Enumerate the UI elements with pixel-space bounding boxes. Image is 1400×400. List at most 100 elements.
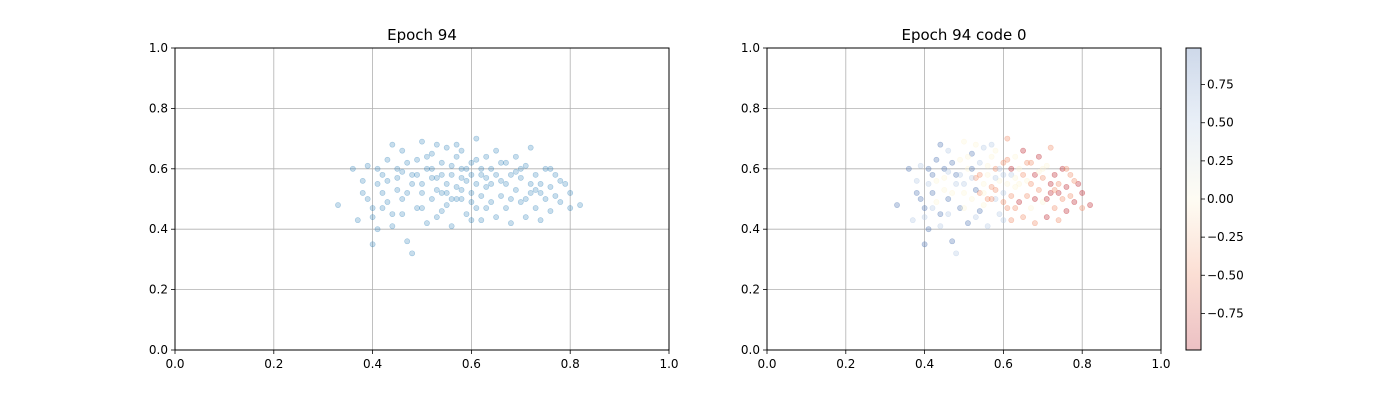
- scatter-point: [953, 171, 960, 178]
- colorbar-gradient: [1185, 47, 1202, 351]
- y-tick-label: 0.0: [741, 343, 760, 357]
- scatter-point: [1059, 196, 1066, 202]
- scatter-point: [933, 156, 940, 163]
- scatter-point: [1020, 214, 1026, 221]
- scatter-point: [980, 202, 987, 208]
- scatter-point: [1043, 162, 1050, 169]
- scatter-point: [925, 165, 932, 172]
- scatter-point: [557, 199, 564, 205]
- scatter-point: [965, 220, 971, 227]
- grid-lines: [174, 47, 670, 351]
- scatter-point: [957, 156, 963, 163]
- scatter-point: [394, 187, 401, 193]
- scatter-point: [1067, 171, 1074, 178]
- scatter-point: [1047, 180, 1054, 187]
- scatter-point: [1055, 180, 1062, 187]
- scatter-point: [1012, 205, 1019, 211]
- scatter-point: [567, 205, 574, 211]
- scatter-point: [1032, 171, 1038, 178]
- scatter-point: [1071, 199, 1078, 205]
- scatter-point: [359, 190, 366, 196]
- scatter-point: [389, 141, 396, 148]
- scatter-point: [1067, 193, 1074, 199]
- scatter-point: [503, 205, 509, 211]
- scatter-point: [483, 184, 490, 190]
- scatter-point: [404, 238, 411, 245]
- scatter-point: [537, 217, 544, 224]
- scatter-point: [961, 138, 967, 145]
- scatter-point: [1020, 147, 1026, 154]
- scatter-point: [1047, 190, 1054, 196]
- scatter-point: [968, 174, 975, 181]
- scatter-point: [389, 211, 396, 217]
- scatter-point: [929, 190, 936, 196]
- scatter-point: [988, 141, 995, 148]
- scatter-point: [409, 250, 416, 257]
- scatter-point: [1051, 187, 1058, 193]
- y-tick-label: 0.2: [149, 283, 168, 297]
- scatter-point: [369, 205, 376, 211]
- scatter-point: [488, 180, 495, 187]
- scatter-point: [399, 196, 406, 202]
- scatter-point: [404, 159, 411, 166]
- scatter-point: [945, 211, 952, 217]
- scatter-point: [953, 250, 960, 257]
- scatter-point: [522, 214, 529, 221]
- scatter-point: [458, 147, 465, 154]
- scatter-point: [921, 214, 928, 221]
- scatter-point: [941, 174, 948, 181]
- colorbar-tick-label: −0.50: [1207, 268, 1244, 282]
- scatter-point: [532, 205, 539, 211]
- scatter-point: [1012, 184, 1019, 190]
- colorbar-tick-label: −0.75: [1207, 306, 1244, 320]
- scatter-point: [925, 226, 932, 233]
- scatter-plot-right: 0.0 0.2 0.4 0.6 0.8 1.0 0.0 0.2 0.4 0.6 0.8 1.0 Epo…: [741, 26, 1171, 371]
- scatter-point: [984, 196, 991, 202]
- scatter-point: [463, 165, 470, 172]
- scatter-point: [961, 180, 967, 187]
- scatter-point: [414, 205, 420, 211]
- scatter-point: [458, 165, 465, 172]
- scatter-point: [992, 174, 999, 181]
- scatter-point: [448, 196, 455, 202]
- scatter-point: [478, 165, 485, 172]
- scatter-point: [473, 135, 480, 142]
- y-tick-label: 0.6: [149, 162, 168, 176]
- scatter-point: [503, 180, 509, 187]
- scatter-point: [433, 187, 440, 193]
- scatter-point: [424, 220, 430, 227]
- scatter-point: [1059, 165, 1066, 172]
- scatter-point: [1000, 217, 1007, 224]
- scatter-point: [498, 193, 504, 199]
- scatter-point: [945, 196, 952, 202]
- scatter-point: [409, 171, 416, 178]
- scatter-point: [468, 171, 475, 178]
- scatter-point: [424, 165, 430, 172]
- scatter-point: [453, 141, 460, 148]
- colorbar-tick-label: 0.25: [1207, 154, 1234, 168]
- colorbar-tick-label: 0.50: [1207, 116, 1234, 130]
- scatter-point: [1043, 196, 1050, 202]
- scatter-point: [384, 156, 391, 163]
- x-tick-label: 0.4: [363, 357, 382, 371]
- scatter-point: [1004, 205, 1011, 211]
- scatter-point: [488, 165, 495, 172]
- scatter-point: [1000, 159, 1007, 166]
- scatter-point: [458, 196, 465, 202]
- scatter-point: [937, 223, 944, 230]
- x-tick-label: 0.2: [836, 357, 855, 371]
- scatter-point: [424, 153, 430, 160]
- scatter-point: [577, 202, 583, 208]
- y-tick-label: 0.6: [741, 162, 760, 176]
- y-tick-label: 0.2: [741, 283, 760, 297]
- scatter-point: [542, 196, 549, 202]
- colorbar-tick-label: 0.00: [1207, 192, 1234, 206]
- y-tick-label: 1.0: [741, 41, 760, 55]
- y-tick-label: 1.0: [149, 41, 168, 55]
- scatter-point: [532, 187, 539, 193]
- scatter-point: [419, 180, 425, 187]
- chart-title: Epoch 94 code 0: [901, 26, 1026, 44]
- scatter-point: [517, 199, 524, 205]
- scatter-point: [394, 174, 401, 181]
- scatter-point: [957, 205, 963, 211]
